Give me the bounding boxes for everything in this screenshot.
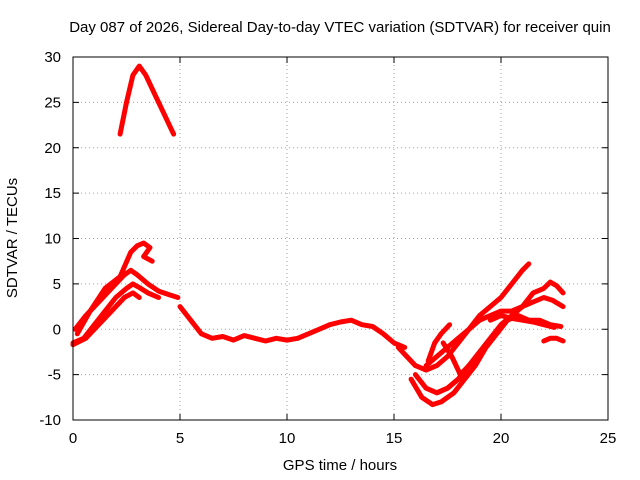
- y-tick-label: 5: [53, 276, 61, 293]
- data-series: [70, 63, 566, 408]
- x-tick-label: 5: [176, 430, 184, 447]
- y-tick-label: 15: [44, 185, 61, 202]
- chart-title: Day 087 of 2026, Sidereal Day-to-day VTE…: [69, 19, 611, 36]
- x-tick-labels: 0 5 10 15 20 25: [69, 430, 617, 447]
- x-tick-label: 15: [386, 430, 403, 447]
- series-line-late-arc: [541, 335, 566, 344]
- series-line-evening-arc-8: [487, 313, 557, 330]
- y-tick-label: 20: [44, 140, 61, 157]
- y-tick-label: 30: [44, 49, 61, 66]
- plot-frame: [72, 56, 609, 421]
- series-line-satellite-arc-upper: [117, 63, 177, 137]
- y-axis-label: SDTVAR / TECUs: [4, 178, 21, 298]
- y-tick-label: 10: [44, 231, 61, 248]
- y-tick-label: -10: [39, 412, 61, 429]
- y-tick-label: -5: [48, 367, 61, 384]
- series-line-satellite-arc-2: [72, 267, 181, 332]
- y-tick-label: 25: [44, 94, 61, 111]
- x-tick-label: 25: [600, 430, 617, 447]
- grid-lines: [73, 57, 608, 420]
- x-tick-label: 0: [69, 430, 77, 447]
- x-axis-label: GPS time / hours: [283, 457, 397, 474]
- series-line-daytime-arc: [177, 304, 408, 350]
- series-line-evening-arc-7: [425, 322, 453, 364]
- series-line-evening-arc-6: [440, 340, 480, 378]
- x-tick-label: 10: [279, 430, 296, 447]
- series-line-evening-arc-5: [434, 370, 472, 396]
- y-tick-labels: -10 -5 0 5 10 15 20 25 30: [39, 49, 61, 429]
- x-tick-label: 20: [493, 430, 510, 447]
- series-line-satellite-arc-4: [70, 290, 142, 348]
- series-line-evening-arc-4: [423, 295, 566, 369]
- y-tick-label: 0: [53, 321, 61, 338]
